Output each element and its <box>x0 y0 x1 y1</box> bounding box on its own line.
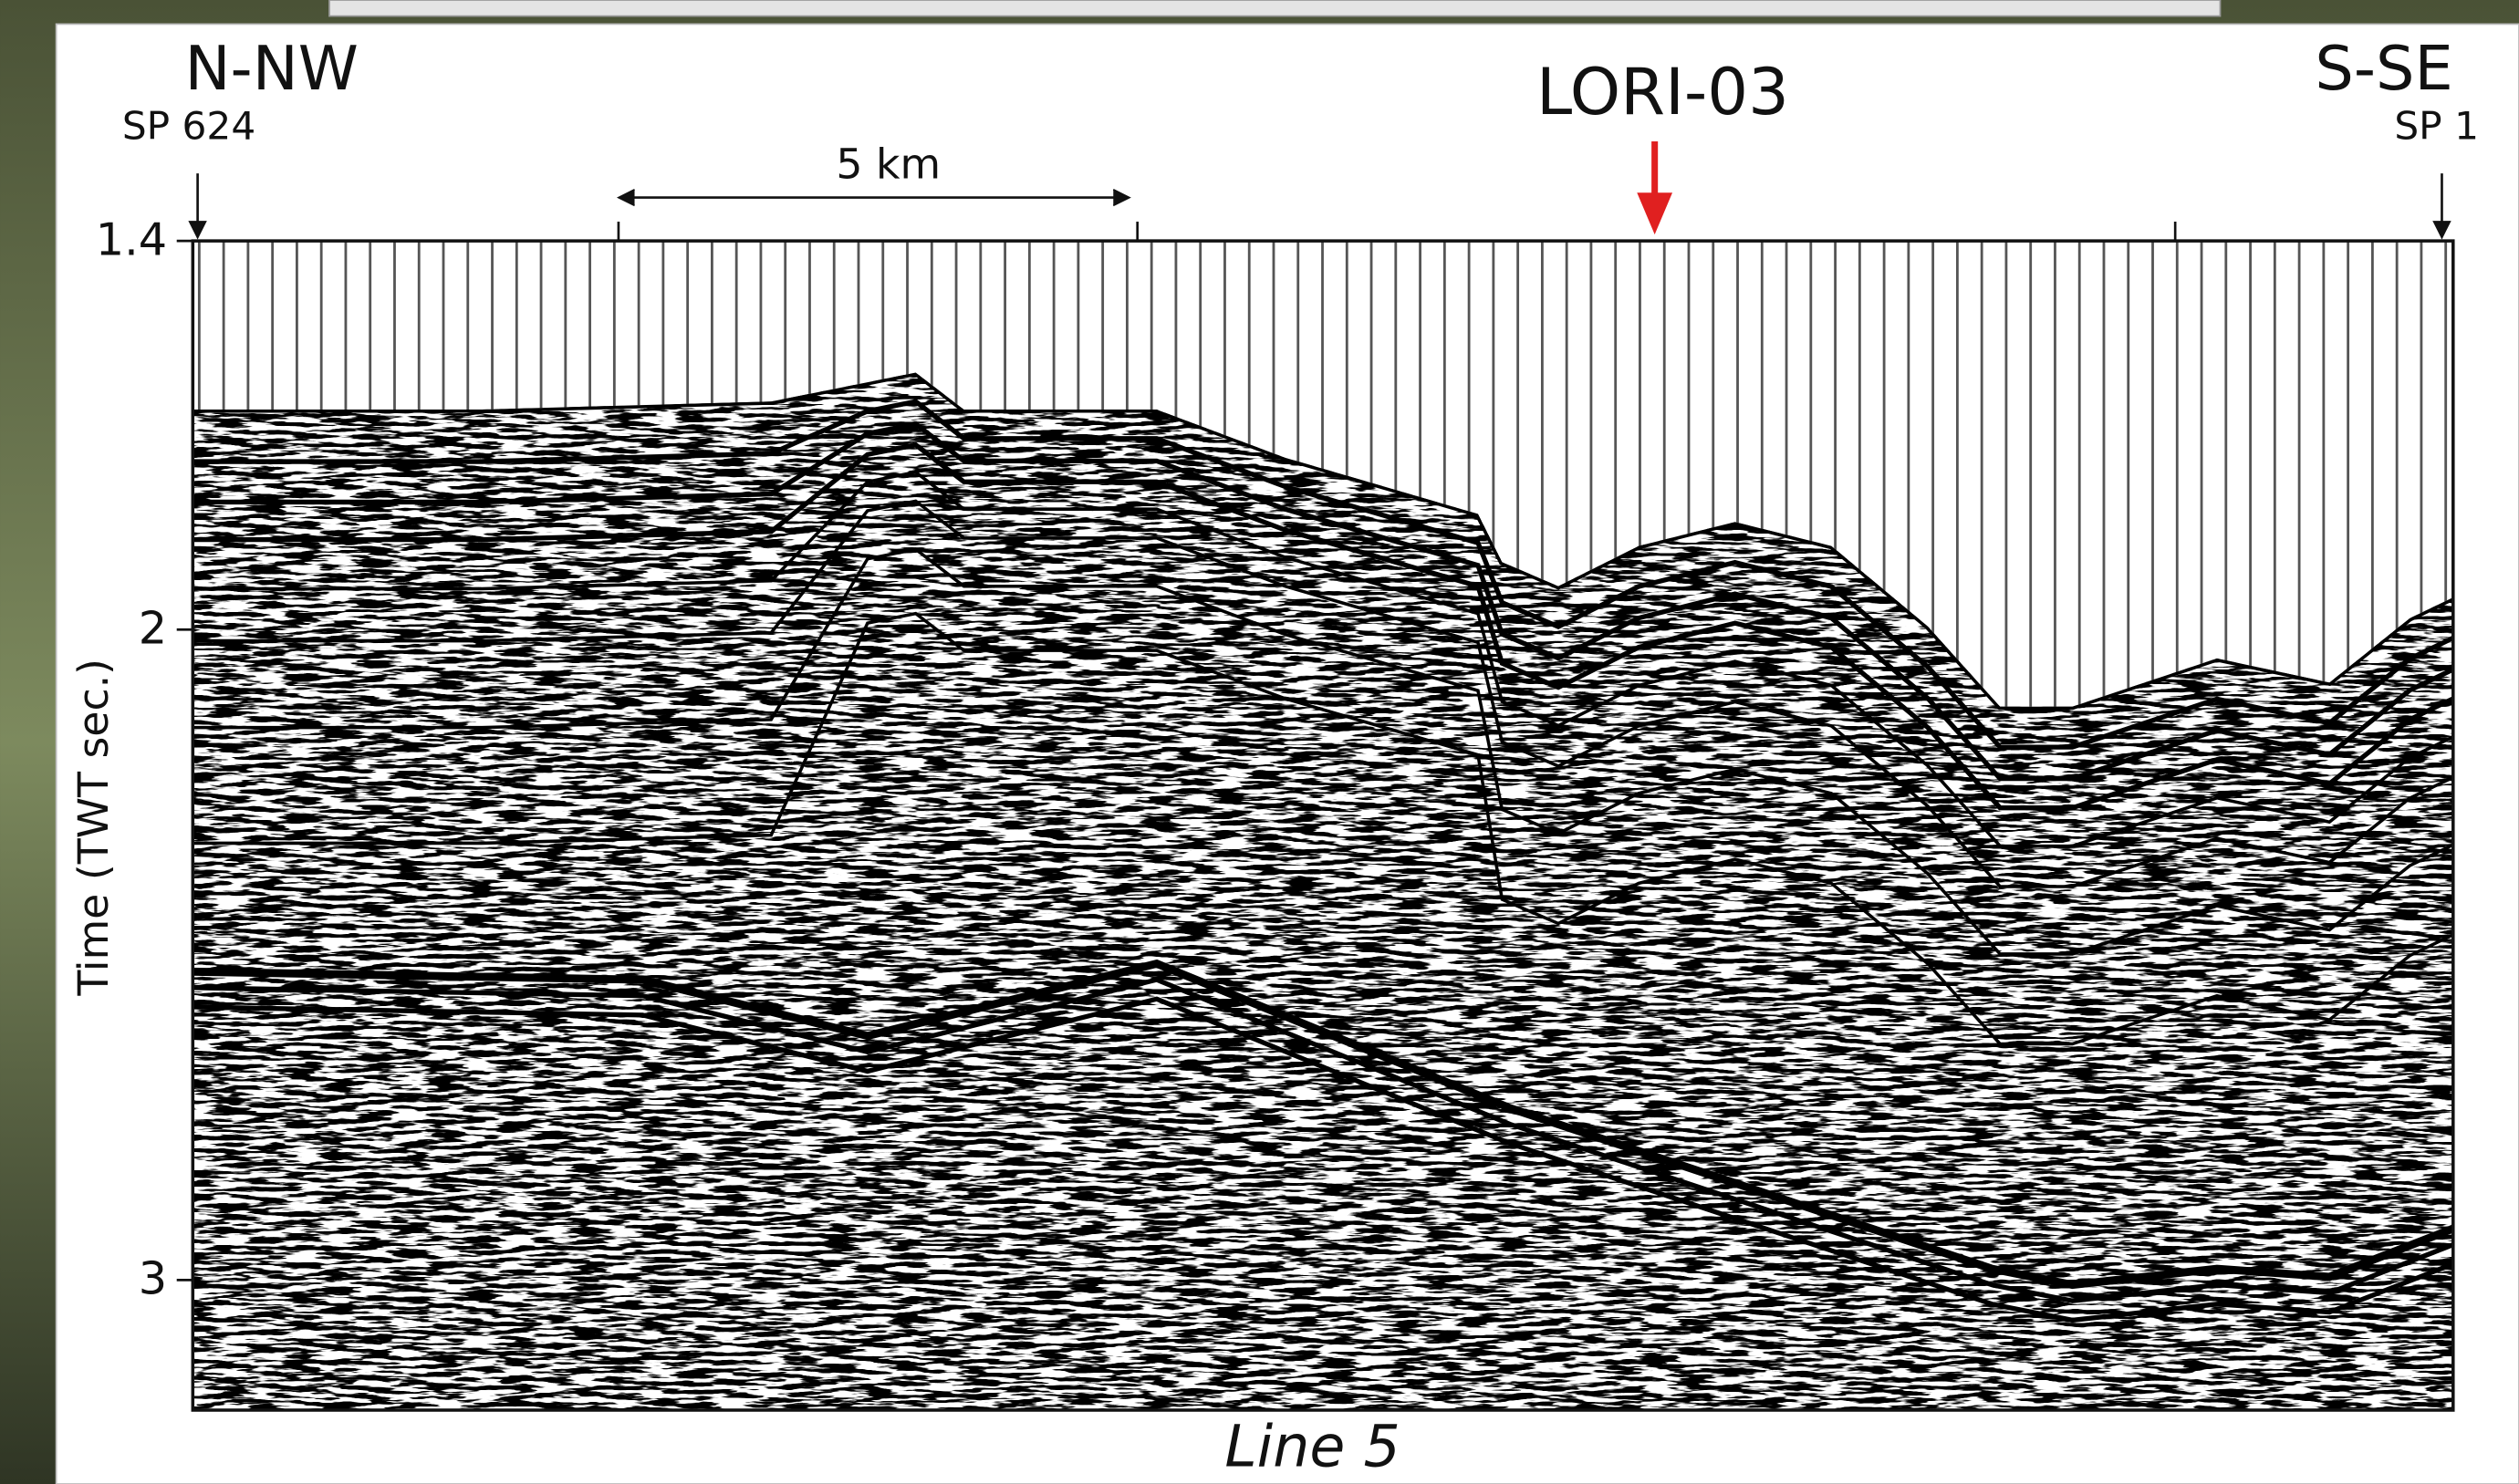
horizon <box>193 611 2453 1046</box>
horizon <box>193 399 2453 750</box>
y-tick-label: 3 <box>139 1252 167 1305</box>
top-bar <box>328 0 2222 17</box>
horizon <box>193 421 2453 782</box>
horizons <box>193 372 2453 1323</box>
y-axis-title: Time (TWT sec.) <box>69 659 118 997</box>
deep-reflector <box>193 996 2453 1323</box>
deep-reflector <box>193 959 2453 1290</box>
right-direction: S-SE <box>2315 33 2452 104</box>
horizon <box>193 499 2453 888</box>
scale-label: 5 km <box>836 140 941 189</box>
y-tick-label: 2 <box>139 602 167 655</box>
horizon <box>193 547 2453 956</box>
well-arrowhead <box>1637 192 1673 235</box>
horizon <box>193 441 2453 811</box>
left-direction: N-NW <box>185 33 359 104</box>
plot-frame <box>191 239 2455 1412</box>
y-ticks <box>176 239 193 1282</box>
caption: Line 5 <box>1224 1413 1400 1480</box>
arrowheads <box>188 188 2451 240</box>
seabed-reflector <box>193 372 2453 711</box>
horizon <box>193 470 2453 848</box>
left-sp: SP 624 <box>122 103 255 148</box>
y-tick-label: 1.4 <box>96 213 167 265</box>
deep-reflector <box>193 977 2453 1303</box>
water-column <box>197 241 2448 711</box>
right-sp: SP 1 <box>2394 103 2479 148</box>
well-label: LORI-03 <box>1536 55 1789 130</box>
